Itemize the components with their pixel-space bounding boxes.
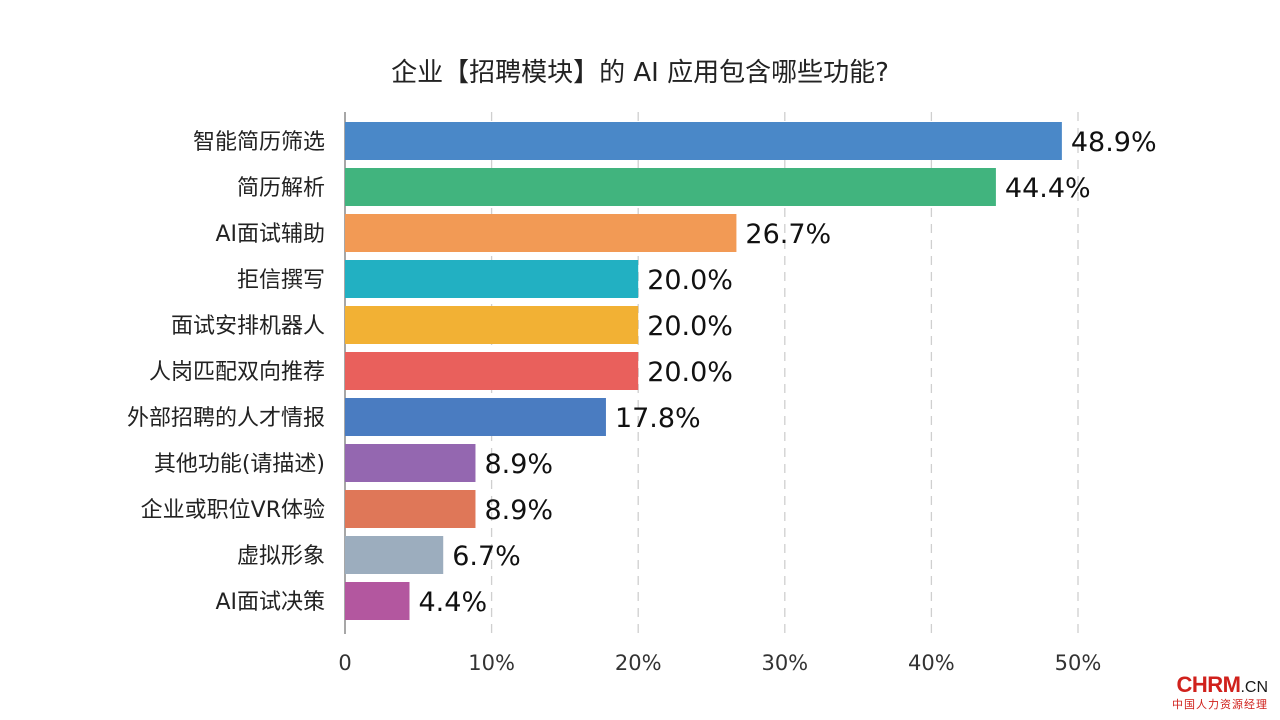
category-label: 简历解析 xyxy=(237,176,325,201)
data-label: 48.9% xyxy=(1071,127,1157,158)
bar xyxy=(345,306,639,344)
data-label: 8.9% xyxy=(484,495,553,526)
chart-title: 企业【招聘模块】的 AI 应用包含哪些功能? xyxy=(391,58,889,88)
category-label: 拒信撰写 xyxy=(237,268,325,293)
data-label: 44.4% xyxy=(1005,173,1091,204)
bar xyxy=(345,352,639,390)
watermark-tagline: 中国人力资源经理 xyxy=(1172,699,1268,711)
bar xyxy=(345,582,410,620)
x-tick-label: 30% xyxy=(761,651,808,675)
data-label: 17.8% xyxy=(615,403,701,434)
watermark-tld: .CN xyxy=(1240,679,1268,696)
bar xyxy=(345,260,639,298)
bar xyxy=(345,122,1062,160)
data-label: 20.0% xyxy=(647,265,733,296)
category-label: 其他功能(请描述) xyxy=(154,452,325,477)
category-label: 智能简历筛选 xyxy=(193,130,325,155)
x-tick-label: 0 xyxy=(338,651,351,675)
data-label: 4.4% xyxy=(419,587,488,618)
category-label: AI面试辅助 xyxy=(215,222,325,247)
category-label: 面试安排机器人 xyxy=(171,314,325,339)
bar xyxy=(345,490,476,528)
bar xyxy=(345,214,737,252)
category-label: 人岗匹配双向推荐 xyxy=(149,360,325,385)
bar xyxy=(345,536,444,574)
x-tick-label: 10% xyxy=(468,651,515,675)
x-tick-label: 20% xyxy=(615,651,662,675)
bar xyxy=(345,444,476,482)
x-tick-label: 40% xyxy=(908,651,955,675)
x-tick-label: 50% xyxy=(1055,651,1102,675)
category-label: 虚拟形象 xyxy=(237,544,325,569)
category-label: 外部招聘的人才情报 xyxy=(127,406,325,431)
data-label: 26.7% xyxy=(745,219,831,250)
data-label: 8.9% xyxy=(484,449,553,480)
data-label: 20.0% xyxy=(647,357,733,388)
category-label: 企业或职位VR体验 xyxy=(141,498,325,523)
watermark-brand: CHRM xyxy=(1176,672,1241,697)
bar xyxy=(345,168,996,206)
bar xyxy=(345,398,606,436)
chrm-watermark-logo: CHRM.CN 中国人力资源经理 xyxy=(1172,672,1268,712)
data-label: 20.0% xyxy=(647,311,733,342)
data-label: 6.7% xyxy=(452,541,521,572)
category-label: AI面试决策 xyxy=(215,590,325,615)
